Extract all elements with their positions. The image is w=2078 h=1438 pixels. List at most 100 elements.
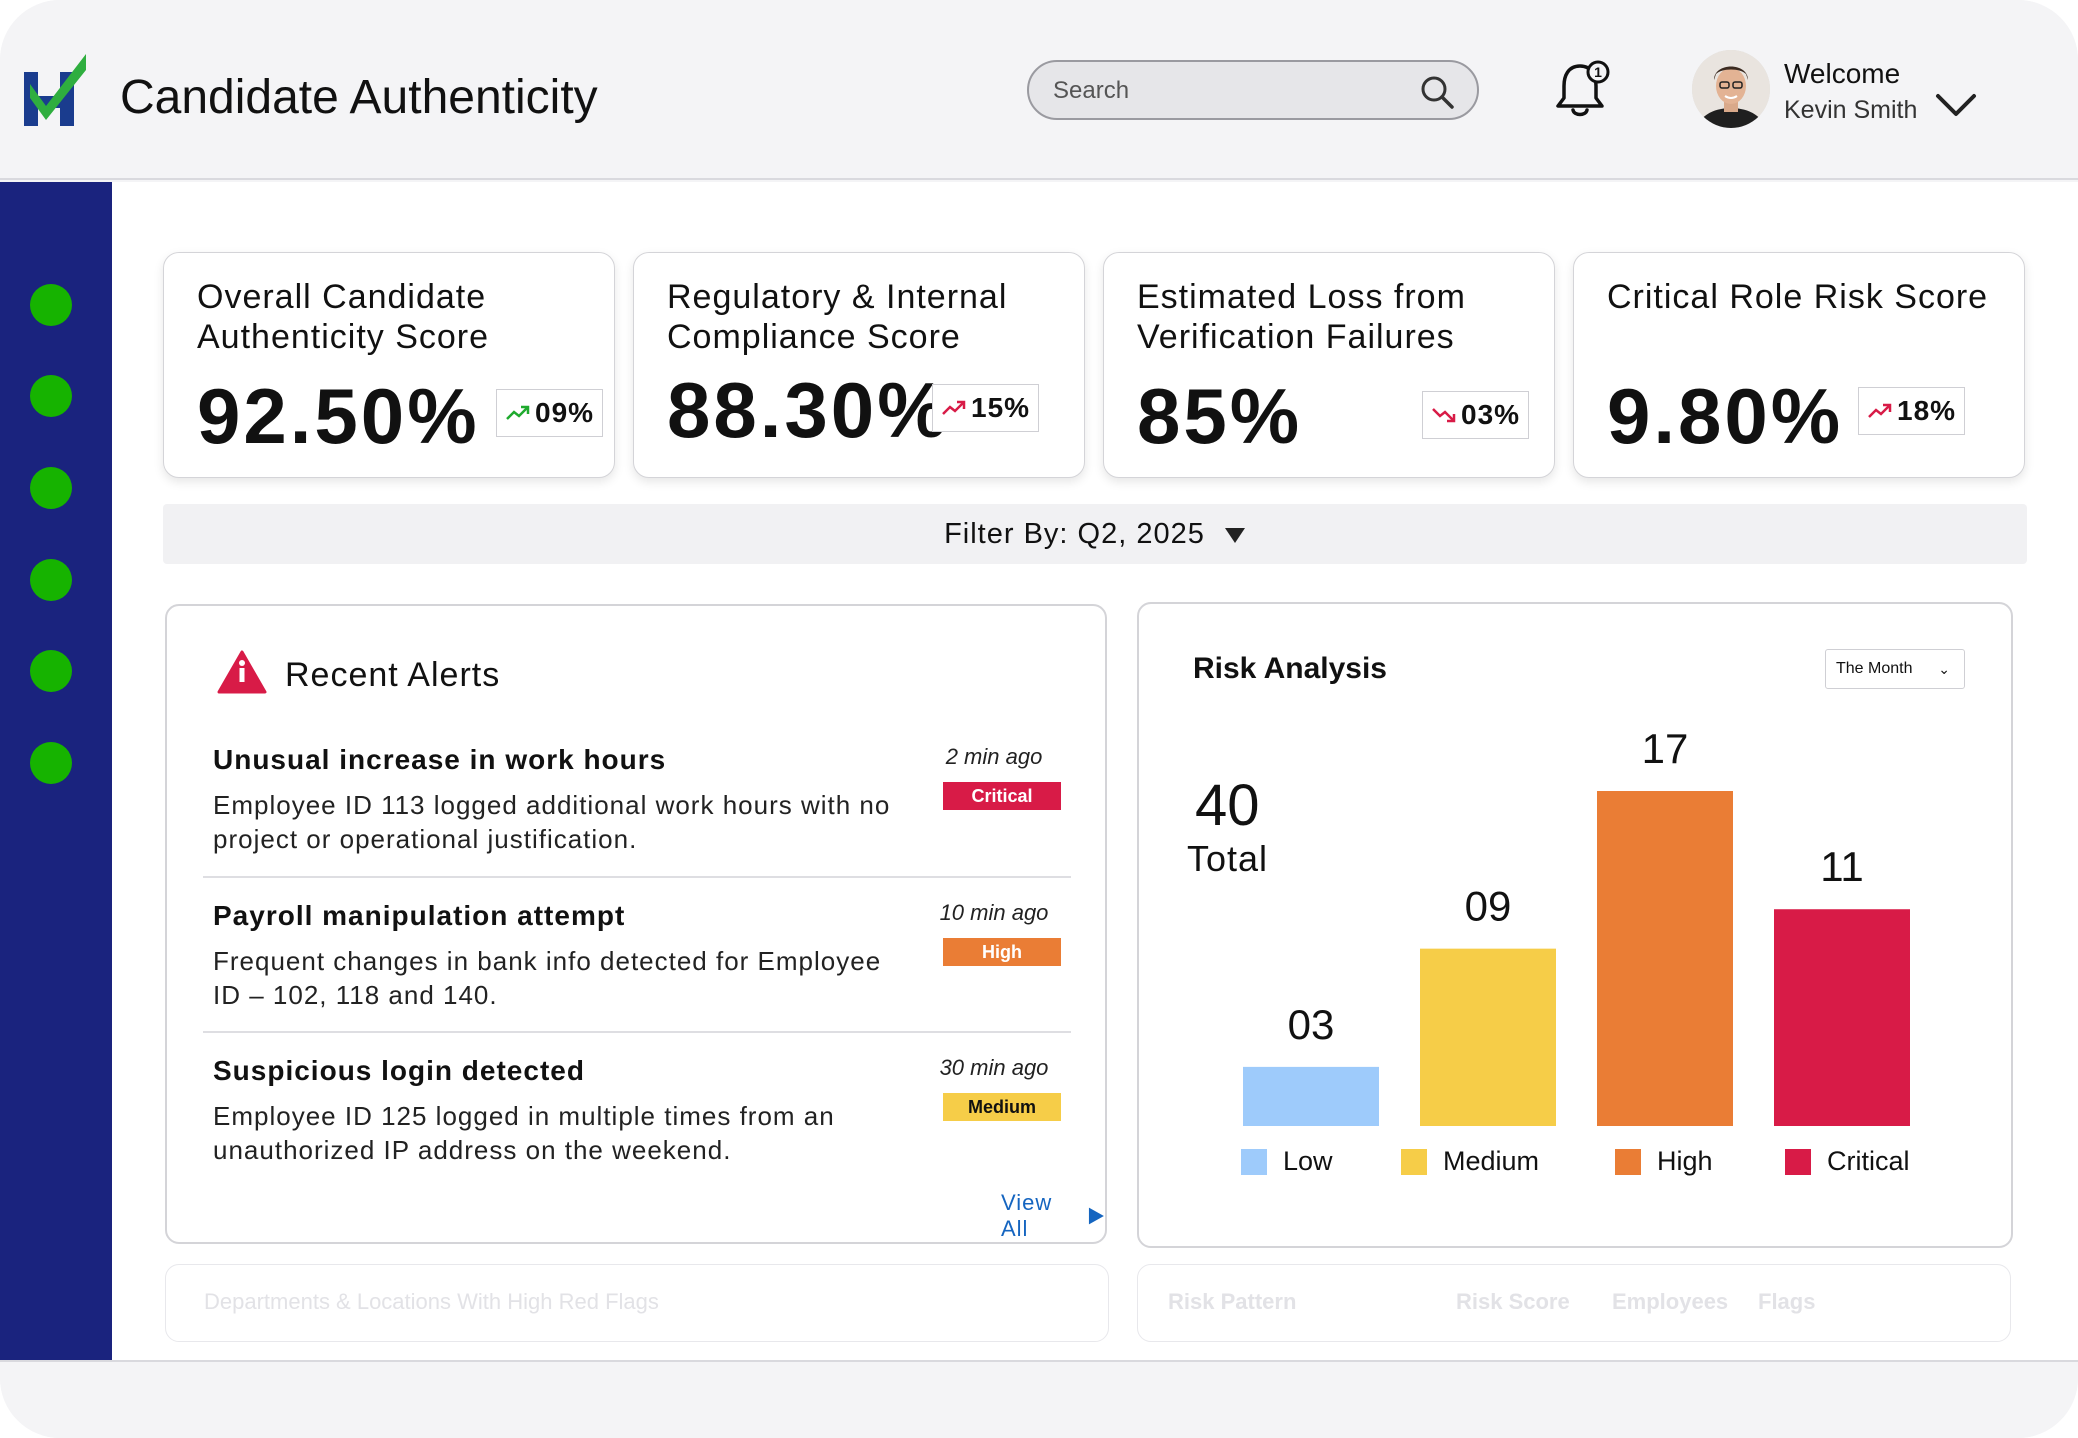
alert-title: Payroll manipulation attempt: [213, 900, 626, 931]
filter-dropdown[interactable]: Filter By: Q2, 2025: [163, 504, 2027, 564]
sidebar-item-1[interactable]: [30, 284, 72, 326]
chevron-down-icon[interactable]: [1934, 90, 1978, 120]
bar-value-label: 09: [1465, 883, 1512, 930]
risk-analysis-panel: Risk Analysis The Month ⌄ 40 Total 03 09 1…: [1137, 602, 2013, 1248]
view-all-link[interactable]: View All: [1001, 1190, 1105, 1242]
alert-time: 30 min ago: [939, 1055, 1049, 1080]
legend-item-low: Low: [1241, 1146, 1333, 1177]
legend-swatch: [1401, 1148, 1427, 1175]
departments-panel: Departments & Locations With High Red Fl…: [165, 1264, 1109, 1342]
bar-medium[interactable]: [1420, 948, 1556, 1126]
trend-down-icon: [1432, 408, 1456, 423]
bar-value-label: 17: [1642, 725, 1689, 772]
legend-label: Medium: [1443, 1146, 1540, 1176]
legend-item-critical: Critical: [1785, 1146, 1910, 1177]
legend-label: Critical: [1827, 1146, 1910, 1176]
period-value: The Month: [1836, 660, 1913, 677]
search-input[interactable]: [1053, 74, 1413, 108]
play-arrow-icon: [1089, 1207, 1105, 1225]
kpi-card-compliance[interactable]: Regulatory & Internal Compliance Score 8…: [633, 252, 1085, 478]
severity-badge: Medium: [943, 1093, 1061, 1121]
kpi-change-value: 03%: [1461, 399, 1521, 430]
bar-critical[interactable]: [1774, 909, 1910, 1126]
table-header-risk-pattern: Risk Pattern: [1168, 1289, 1297, 1314]
alert-title: Suspicious login detected: [213, 1055, 585, 1086]
departments-title: Departments & Locations With High Red Fl…: [204, 1289, 659, 1314]
alert-time: 10 min ago: [939, 900, 1049, 925]
kpi-change-value: 18%: [1897, 395, 1957, 426]
kpi-value: 88.30%: [667, 366, 950, 454]
alert-description: Frequent changes in bank info detected f…: [213, 946, 882, 1010]
table-header-flags: Flags: [1758, 1289, 1816, 1314]
caret-down-icon: [1224, 528, 1245, 544]
bar-value-label: 03: [1288, 1001, 1335, 1048]
view-all-label: View All: [1001, 1190, 1053, 1241]
kpi-card-authenticity[interactable]: Overall Candidate Authenticity Score 92.…: [163, 252, 615, 478]
alert-item[interactable]: Payroll manipulation attempt Frequent ch…: [203, 900, 1071, 1055]
kpi-value: 85%: [1137, 372, 1303, 460]
user-avatar[interactable]: [1692, 50, 1770, 128]
total-label: Total: [1187, 838, 1269, 879]
kpi-change-badge: 15%: [932, 384, 1040, 432]
legend-label: Low: [1283, 1146, 1333, 1176]
search-box[interactable]: [1027, 60, 1479, 120]
kpi-title: Estimated Loss from Verification Failure…: [1137, 278, 1466, 356]
alert-description: Employee ID 125 logged in multiple times…: [213, 1101, 835, 1165]
kpi-change-badge: 18%: [1858, 387, 1966, 435]
kpi-title: Overall Candidate Authenticity Score: [197, 278, 490, 356]
bottom-bar: [0, 1360, 2078, 1438]
kpi-change-value: 09%: [535, 397, 595, 428]
alert-time: 2 min ago: [945, 744, 1043, 769]
top-header: Candidate Authenticity 1: [0, 0, 2078, 180]
search-icon[interactable]: [1419, 74, 1455, 110]
notification-count: 1: [1594, 64, 1602, 80]
period-select[interactable]: The Month ⌄: [1825, 649, 1965, 689]
alert-description: Employee ID 113 logged additional work h…: [213, 790, 891, 854]
kpi-card-critical-role-risk[interactable]: Critical Role Risk Score 9.80% 18%: [1573, 252, 2025, 478]
severity-badge: High: [943, 938, 1061, 966]
warning-icon: [217, 650, 267, 694]
kpi-card-estimated-loss[interactable]: Estimated Loss from Verification Failure…: [1103, 252, 1555, 478]
sidebar-item-5[interactable]: [30, 650, 72, 692]
main-content: Overall Candidate Authenticity Score 92.…: [112, 182, 2078, 1360]
notification-bell-icon[interactable]: 1: [1554, 56, 1614, 122]
trend-up-icon: [506, 405, 530, 420]
alert-title: Unusual increase in work hours: [213, 744, 667, 775]
sidebar-item-6[interactable]: [30, 742, 72, 784]
table-header-risk-score: Risk Score: [1456, 1289, 1570, 1314]
legend-item-high: High: [1615, 1146, 1713, 1177]
kpi-value: 92.50%: [197, 372, 480, 460]
alert-item[interactable]: Suspicious login detected Employee ID 12…: [203, 1055, 1071, 1210]
divider: [203, 1031, 1071, 1033]
total-value: 40: [1195, 773, 1260, 838]
legend-swatch: [1615, 1148, 1641, 1175]
chevron-down-icon: ⌄: [1938, 661, 1950, 677]
filter-value: Filter By: Q2, 2025: [944, 518, 1205, 550]
legend-item-medium: Medium: [1401, 1146, 1539, 1177]
legend-swatch: [1241, 1148, 1267, 1175]
risk-analysis-title: Risk Analysis: [1193, 652, 1387, 685]
kpi-change-badge: 09%: [496, 389, 604, 437]
user-avatar-image: [1692, 50, 1770, 128]
company-logo: [24, 54, 86, 126]
app-title: Candidate Authenticity: [120, 71, 598, 124]
trend-up-icon: [1868, 403, 1892, 418]
sidebar-item-4[interactable]: [30, 559, 72, 601]
alerts-title: Recent Alerts: [285, 656, 501, 694]
kpi-title: Critical Role Risk Score: [1607, 278, 1989, 316]
bar-value-label: 11: [1820, 843, 1864, 890]
user-name: Kevin Smith: [1784, 96, 1918, 124]
sidebar-item-2[interactable]: [30, 375, 72, 417]
bar-low[interactable]: [1243, 1066, 1379, 1126]
recent-alerts-panel: Recent Alerts Unusual increase in work h…: [165, 604, 1107, 1244]
bar-high[interactable]: [1597, 791, 1733, 1126]
legend-swatch: [1785, 1148, 1811, 1175]
kpi-change-badge: 03%: [1422, 391, 1530, 439]
kpi-value: 9.80%: [1607, 372, 1844, 460]
welcome-label: Welcome: [1784, 58, 1901, 89]
alert-item[interactable]: Unusual increase in work hours Employee …: [203, 744, 1071, 899]
sidebar-item-3[interactable]: [30, 467, 72, 509]
divider: [203, 876, 1071, 878]
table-header-employees: Employees: [1612, 1289, 1729, 1314]
trend-up-icon: [942, 400, 966, 415]
